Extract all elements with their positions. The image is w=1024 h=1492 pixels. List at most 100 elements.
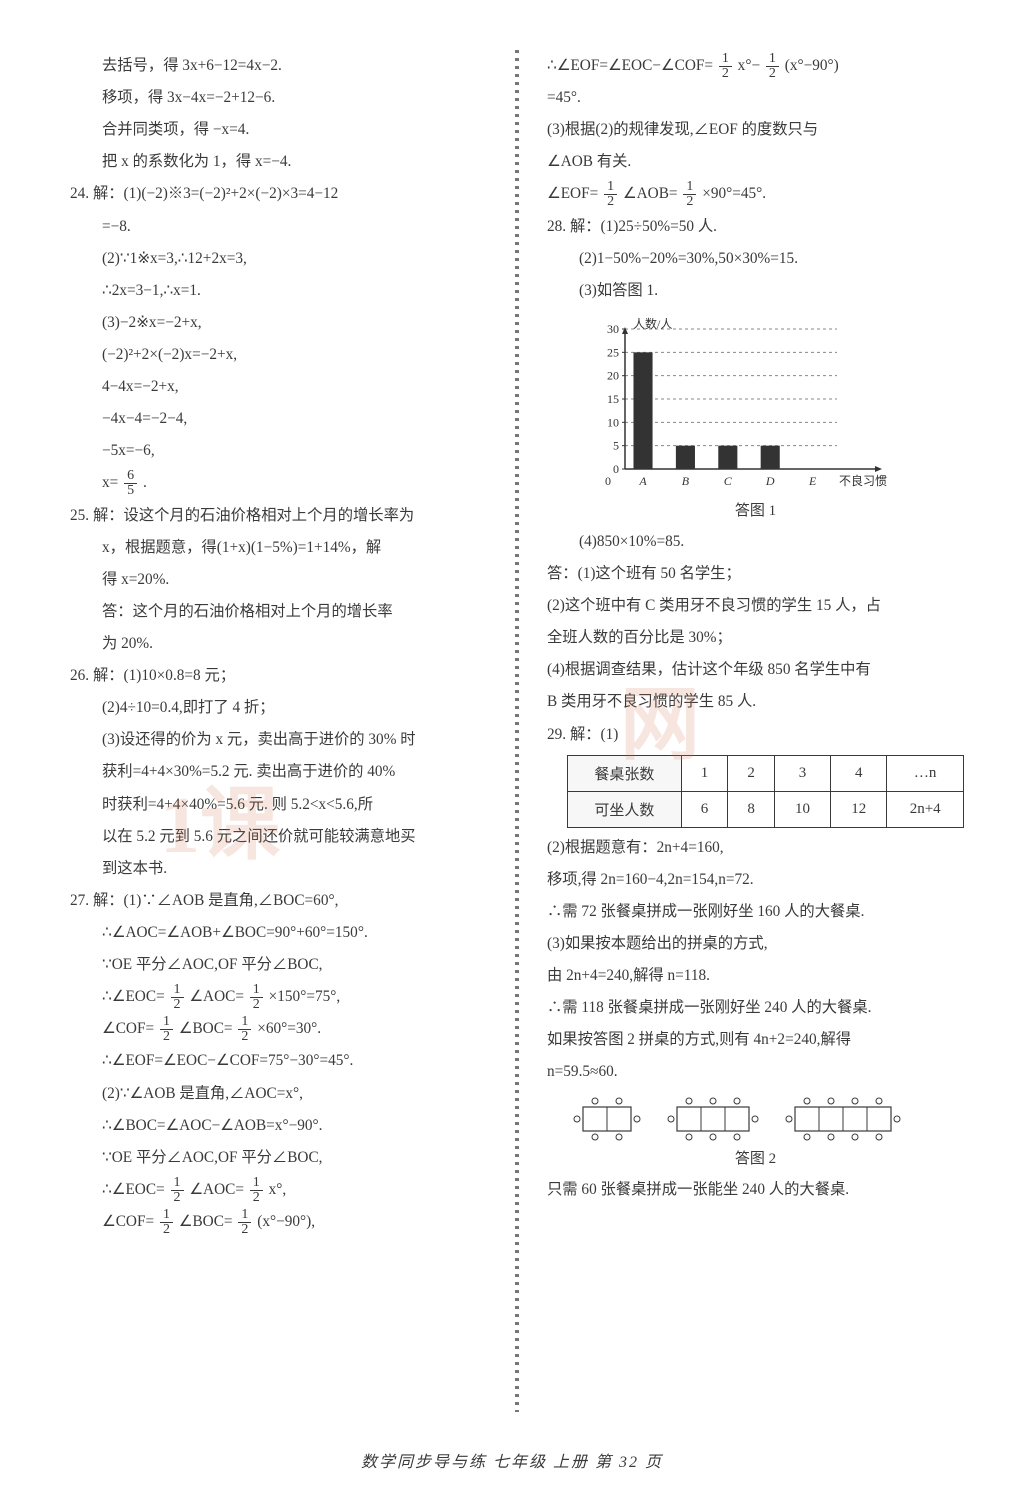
fraction: 12 (238, 1208, 251, 1237)
fraction: 12 (238, 1015, 251, 1044)
denominator: 2 (238, 1030, 251, 1044)
text-line: (2)根据题意有：2n+4=160, (547, 832, 964, 864)
text-line: ∠AOB 有关. (547, 146, 964, 178)
table-cell: 4 (831, 755, 887, 791)
frac-suffix: ×90°=45°. (702, 185, 766, 202)
text-line: ∵OE 平分∠AOC,OF 平分∠BOC, (70, 949, 487, 981)
text-line: 24. 解：(1)(−2)※3=(−2)²+2×(−2)×3=4−12 (70, 178, 487, 210)
svg-text:0: 0 (613, 462, 619, 476)
svg-text:D: D (765, 474, 775, 488)
denominator: 2 (250, 1191, 263, 1205)
frac-mid: x°− (738, 57, 760, 74)
text-line: B 类用牙不良习惯的学生 85 人. (547, 686, 964, 718)
text-line: 25. 解：设这个月的石油价格相对上个月的增长率为 (70, 500, 487, 532)
frac-prefix: ∴∠EOC= (102, 1181, 165, 1198)
denominator: 2 (250, 998, 263, 1012)
text-line: 以在 5.2 元到 5.6 元之间还价就可能较满意地买 (70, 821, 487, 853)
numerator: 1 (604, 180, 617, 195)
text-line: (3)如答图 1. (547, 275, 964, 307)
denominator: 2 (171, 1191, 184, 1205)
fraction: 12 (160, 1015, 173, 1044)
denominator: 2 (160, 1223, 173, 1237)
numerator: 1 (171, 1176, 184, 1191)
fraction: 65 (124, 469, 137, 498)
fraction: 12 (171, 1176, 184, 1205)
text-line: (2)4÷10=0.4,即打了 4 折； (70, 692, 487, 724)
table-cell: …n (887, 755, 964, 791)
frac-prefix: ∴∠EOC= (102, 988, 165, 1005)
text-line: 26. 解：(1)10×0.8=8 元； (70, 660, 487, 692)
svg-text:C: C (724, 474, 733, 488)
domino-shape (785, 1095, 901, 1143)
denominator: 2 (604, 195, 617, 209)
left-column: 去括号，得 3x+6−12=4x−2. 移项，得 3x−4x=−2+12−6. … (70, 50, 487, 1412)
chart-caption: 答图 1 (547, 499, 964, 520)
denominator: 2 (171, 998, 184, 1012)
frac-prefix: ∴∠EOF=∠EOC−∠COF= (547, 57, 713, 74)
text-line: 4−4x=−2+x, (70, 371, 487, 403)
denominator: 2 (238, 1223, 251, 1237)
svg-text:10: 10 (607, 415, 619, 429)
text-line: 为 20%. (70, 628, 487, 660)
table-cell: 2n+4 (887, 791, 964, 827)
svg-text:5: 5 (613, 439, 619, 453)
text-line: =−8. (70, 211, 487, 243)
numerator: 1 (171, 983, 184, 998)
fraction: 12 (604, 180, 617, 209)
page-body: 去括号，得 3x+6−12=4x−2. 移项，得 3x−4x=−2+12−6. … (70, 50, 964, 1412)
text-line: −4x−4=−2−4, (70, 403, 487, 435)
frac-prefix: x= (102, 474, 118, 491)
frac-prefix: ∠EOF= (547, 185, 598, 202)
fraction: 12 (171, 983, 184, 1012)
fraction: 12 (719, 52, 732, 81)
denominator: 5 (124, 484, 137, 498)
text-line: 由 2n+4=240,解得 n=118. (547, 960, 964, 992)
table-cell: 8 (728, 791, 775, 827)
text-line: 时获利=4+4×40%=5.6 元. 则 5.2<x<5.6,所 (70, 789, 487, 821)
denominator: 2 (160, 1030, 173, 1044)
text-line: 移项，得 3x−4x=−2+12−6. (70, 82, 487, 114)
table-cell: 1 (681, 755, 728, 791)
text-line: (3)设还得的价为 x 元，卖出高于进价的 30% 时 (70, 724, 487, 756)
text-line: 把 x 的系数化为 1，得 x=−4. (70, 146, 487, 178)
text-line: 答：(1)这个班有 50 名学生； (547, 558, 964, 590)
numerator: 6 (124, 469, 137, 484)
text-line: (2)∵∠AOB 是直角,∠AOC=x°, (70, 1078, 487, 1110)
denominator: 2 (719, 67, 732, 81)
text-line: ∠EOF= 12 ∠AOB= 12 ×90°=45°. (547, 178, 964, 210)
svg-text:人数/人: 人数/人 (633, 316, 672, 331)
numerator: 1 (719, 52, 732, 67)
numerator: 1 (250, 983, 263, 998)
text-line: (−2)²+2×(−2)x=−2+x, (70, 339, 487, 371)
table-cell: 12 (831, 791, 887, 827)
text-line: ∴2x=3−1,∴x=1. (70, 275, 487, 307)
text-line: ∴∠EOF=∠EOC−∠COF=75°−30°=45°. (70, 1045, 487, 1077)
frac-suffix: ×60°=30°. (257, 1020, 321, 1037)
text-line: ∠COF= 12 ∠BOC= 12 (x°−90°), (70, 1206, 487, 1238)
svg-text:A: A (638, 474, 647, 488)
frac-mid: ∠AOC= (189, 988, 244, 1005)
numerator: 1 (250, 1176, 263, 1191)
text-line: 答：这个月的石油价格相对上个月的增长率 (70, 596, 487, 628)
text-line: ∴∠EOC= 12 ∠AOC= 12 x°, (70, 1174, 487, 1206)
text-line: (3)如果按本题给出的拼桌的方式, (547, 928, 964, 960)
bar-chart: 051015202530ABCDE人数/人不良习惯0 (587, 315, 897, 495)
domino-caption: 答图 2 (547, 1147, 964, 1168)
svg-text:20: 20 (607, 369, 619, 383)
svg-text:25: 25 (607, 345, 619, 359)
text-line: 合并同类项，得 −x=4. (70, 114, 487, 146)
text-line: (3)根据(2)的规律发现,∠EOF 的度数只与 (547, 114, 964, 146)
denominator: 2 (683, 195, 696, 209)
text-line: 28. 解：(1)25÷50%=50 人. (547, 211, 964, 243)
text-line: 27. 解：(1)∵∠AOB 是直角,∠BOC=60°, (70, 885, 487, 917)
text-line: 得 x=20%. (70, 564, 487, 596)
data-table: 餐桌张数1234…n可坐人数6810122n+4 (567, 755, 964, 828)
frac-suffix: . (143, 474, 147, 491)
frac-suffix: (x°−90°), (257, 1213, 315, 1230)
numerator: 1 (238, 1015, 251, 1030)
text-line: 获利=4+4×30%=5.2 元. 卖出高于进价的 40% (70, 756, 487, 788)
frac-mid: ∠BOC= (179, 1020, 233, 1037)
numerator: 1 (238, 1208, 251, 1223)
text-line: ∴∠BOC=∠AOC−∠AOB=x°−90°. (70, 1110, 487, 1142)
text-line: ∴∠EOC= 12 ∠AOC= 12 ×150°=75°, (70, 981, 487, 1013)
